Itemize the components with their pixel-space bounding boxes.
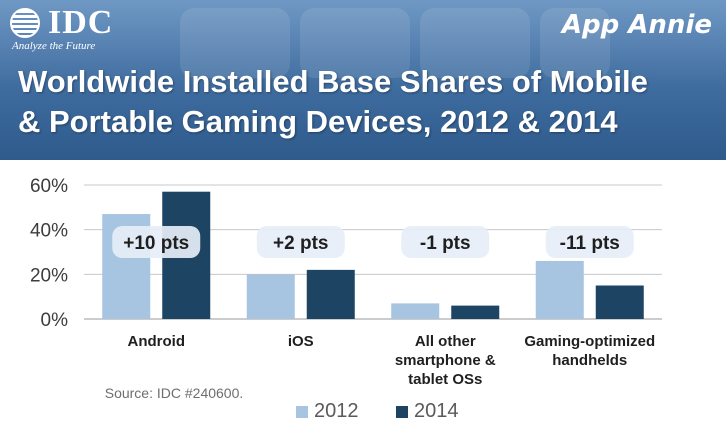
- idc-tagline: Analyze the Future: [12, 40, 96, 52]
- background-tile: [180, 8, 290, 78]
- idc-logo-text: IDC: [48, 4, 114, 41]
- category-label: Gaming-optimized: [524, 333, 655, 350]
- y-tick-label: 20%: [30, 265, 68, 286]
- legend-label-2012: 2012: [314, 400, 359, 422]
- annotation-badge: [112, 226, 201, 258]
- bar-2014: [451, 305, 500, 319]
- source-note: Source: IDC #240600.: [104, 385, 244, 401]
- annotation-badge: [545, 226, 634, 258]
- category-label: Android: [128, 333, 186, 350]
- chart-title: Worldwide Installed Base Shares of Mobil…: [18, 62, 718, 142]
- y-tick-label: 40%: [30, 221, 68, 242]
- annotation-badge: [256, 226, 345, 258]
- header-banner: IDC Analyze the Future App Annie Worldwi…: [0, 0, 726, 160]
- bar-chart: 0% 20% 40% 60% Android +10 pts iOS +2 pts All ot…: [30, 176, 662, 388]
- annotation-label: +2 pts: [273, 233, 328, 254]
- bar-2012: [535, 260, 584, 319]
- category-label: handhelds: [552, 352, 627, 369]
- legend-swatch-2014: [396, 406, 408, 418]
- background-tile: [300, 8, 410, 78]
- category-label: smartphone &: [395, 352, 496, 369]
- category-label: iOS: [288, 333, 314, 350]
- annotation-label: -11 pts: [560, 233, 620, 254]
- chart-title-line: Worldwide Installed Base Shares of Mobil…: [18, 64, 648, 99]
- legend-label-2014: 2014: [414, 400, 459, 422]
- globe-icon: [10, 8, 40, 38]
- idc-logo: IDC Analyze the Future: [8, 4, 148, 52]
- category-label: All other: [415, 333, 476, 350]
- annotation-label: +10 pts: [123, 233, 189, 254]
- bar-2012: [246, 274, 295, 319]
- legend-swatch-2012: [296, 406, 308, 418]
- background-tile: [420, 8, 530, 78]
- annotation-badge: [401, 226, 490, 258]
- bar-2012: [391, 303, 440, 319]
- annotation-label: -1 pts: [420, 233, 471, 254]
- app-annie-logo: App Annie: [561, 10, 712, 40]
- category-label: tablet OSs: [408, 371, 482, 388]
- chart-title-line: & Portable Gaming Devices, 2012 & 2014: [18, 104, 618, 139]
- y-tick-label: 60%: [30, 176, 68, 197]
- bar-2014: [595, 285, 644, 319]
- y-tick-label: 0%: [41, 310, 69, 331]
- background-tile: [540, 8, 610, 78]
- bar-2014: [306, 269, 355, 319]
